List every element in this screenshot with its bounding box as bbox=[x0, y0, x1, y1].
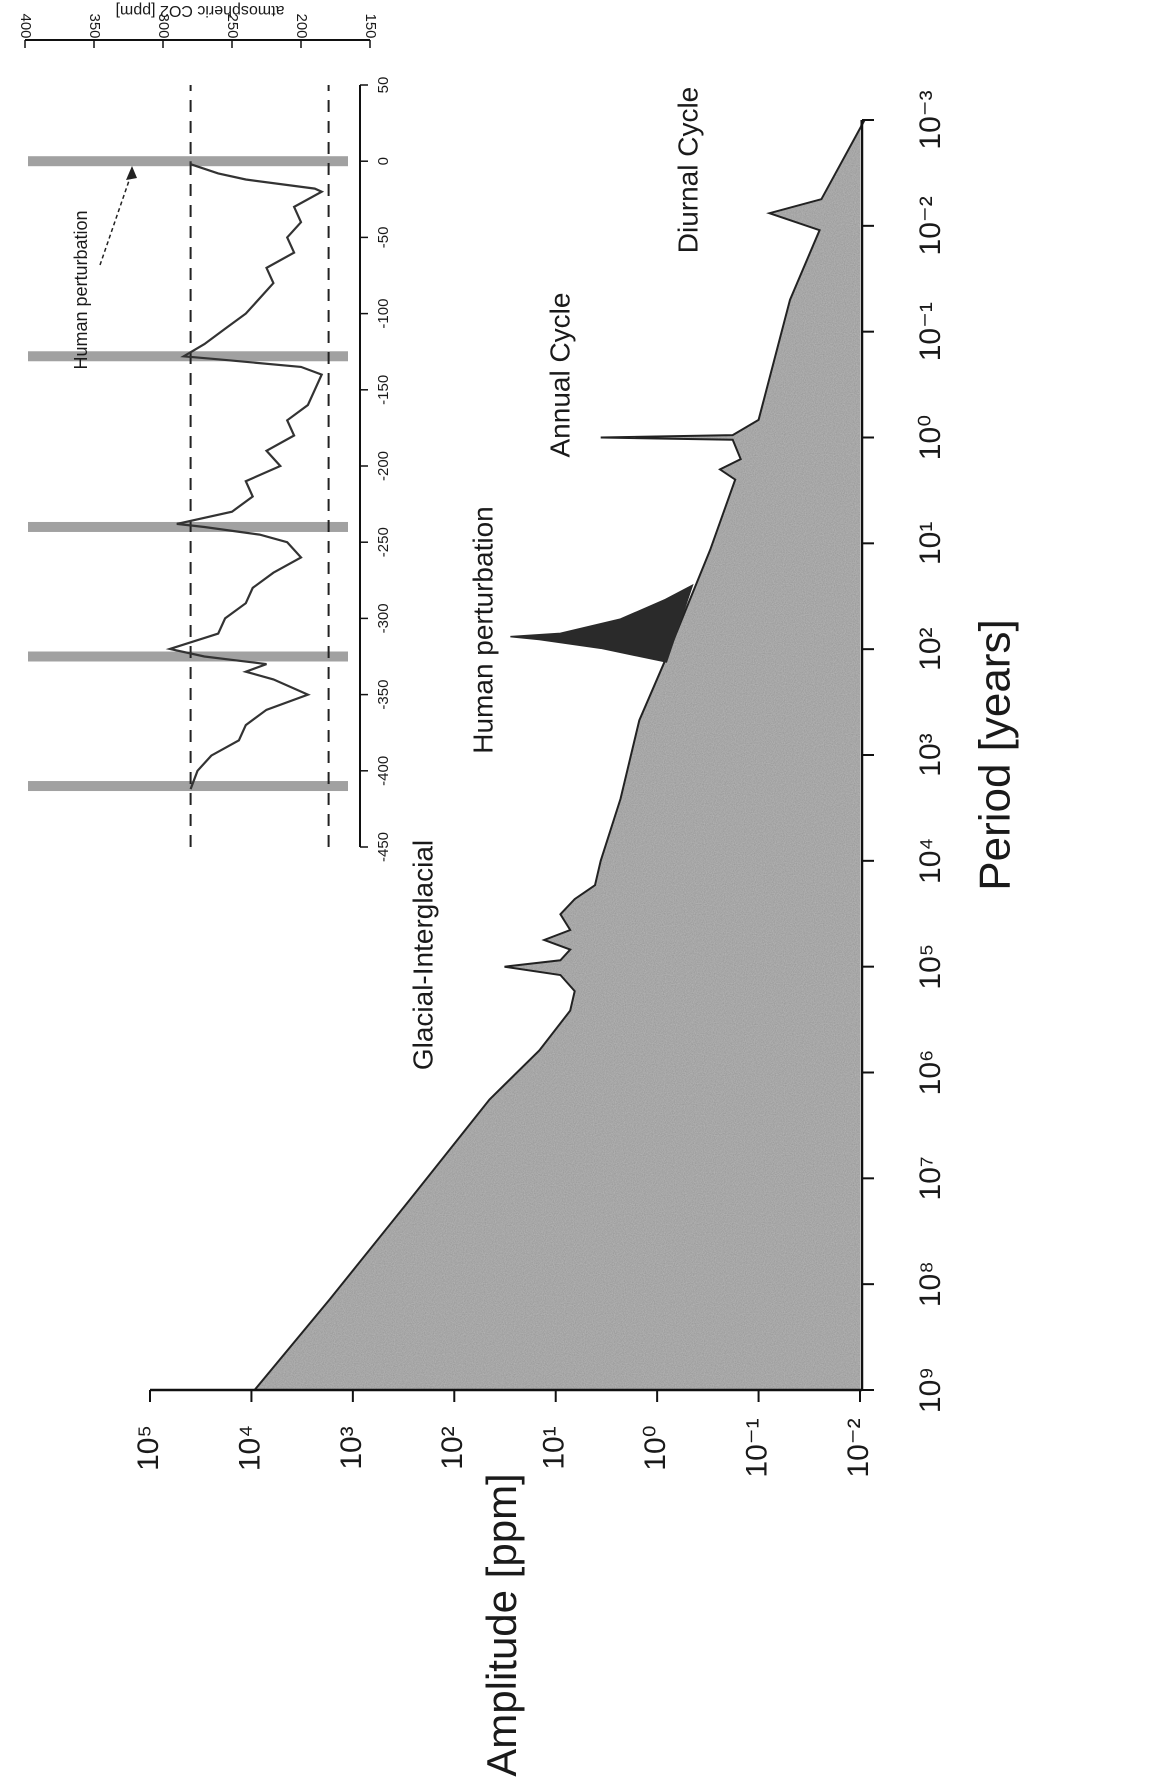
interglacial-band bbox=[28, 521, 348, 532]
inset-y-tick-label: 200 bbox=[293, 13, 310, 38]
inset-x-tick-label: -100 bbox=[375, 299, 392, 329]
inset-y-tick-label: 350 bbox=[86, 13, 103, 38]
x-tick-label: 10⁹ bbox=[914, 1367, 947, 1413]
x-tick-label: 10⁻³ bbox=[914, 90, 947, 149]
x-axis-label: Period [years] bbox=[971, 619, 1020, 890]
inset-y-tick-label: 150 bbox=[362, 13, 379, 38]
inset-y-tick-label: 400 bbox=[17, 13, 34, 38]
x-tick-label: 10⁻¹ bbox=[914, 302, 947, 361]
y-tick-label: 10⁻² bbox=[842, 1418, 875, 1477]
x-tick-label: 10⁻² bbox=[914, 196, 947, 255]
interglacial-band bbox=[28, 781, 348, 792]
x-tick-label: 10⁶ bbox=[914, 1050, 947, 1096]
inset-y-axis-label: atmospheric CO2 [ppm] bbox=[116, 2, 285, 19]
y-tick-label: 10⁻¹ bbox=[740, 1418, 773, 1477]
x-tick-label: 10⁴ bbox=[914, 838, 947, 884]
annotation: Diurnal Cycle bbox=[672, 87, 703, 254]
y-tick-label: 10⁵ bbox=[132, 1425, 165, 1471]
inset-x-tick-label: -150 bbox=[375, 375, 392, 405]
x-tick-label: 10³ bbox=[914, 733, 947, 776]
annotation-arrowhead bbox=[126, 166, 137, 180]
x-tick-label: 10¹ bbox=[914, 522, 947, 565]
inset-x-tick-label: -200 bbox=[375, 451, 392, 481]
annotation: Human perturbation bbox=[467, 506, 498, 753]
inset-x-tick-label: -450 bbox=[375, 832, 392, 862]
interglacial-band bbox=[28, 651, 348, 662]
inset-y-tick-label: 300 bbox=[155, 13, 172, 38]
inset-x-tick-label: -350 bbox=[375, 680, 392, 710]
inset-x-tick-label: 0 bbox=[375, 157, 392, 165]
x-tick-label: 10⁷ bbox=[914, 1156, 947, 1200]
interglacial-band bbox=[28, 156, 348, 167]
inset-y-tick-label: 250 bbox=[224, 13, 241, 38]
y-tick-label: 10⁰ bbox=[639, 1425, 672, 1470]
x-tick-label: 10⁵ bbox=[914, 944, 947, 990]
x-tick-label: 10² bbox=[914, 627, 947, 670]
y-tick-label: 10² bbox=[436, 1426, 469, 1469]
x-tick-label: 10⁸ bbox=[914, 1261, 947, 1307]
y-tick-label: 10⁴ bbox=[233, 1425, 266, 1471]
inset-x-tick-label: -250 bbox=[375, 527, 392, 557]
inset-x-tick-label: -50 bbox=[375, 227, 392, 249]
perturbation-peak bbox=[510, 583, 694, 663]
spectrum-grain bbox=[254, 120, 865, 1390]
inset-annotation: Human perturbation bbox=[71, 210, 91, 369]
inset-x-tick-label: -400 bbox=[375, 756, 392, 786]
inset-x-tick-label: -300 bbox=[375, 603, 392, 633]
annotation-arrow bbox=[99, 171, 133, 266]
y-axis-label: Amplitude [ppm] bbox=[478, 1473, 525, 1776]
annotation: Annual Cycle bbox=[544, 293, 575, 458]
co2-line bbox=[165, 161, 325, 790]
inset-x-tick-label: 50 bbox=[375, 77, 392, 94]
y-tick-label: 10³ bbox=[335, 1426, 368, 1469]
x-tick-label: 10⁰ bbox=[914, 415, 947, 460]
spectrum-line bbox=[253, 119, 866, 1391]
annotation: Glacial-Interglacial bbox=[407, 840, 438, 1070]
y-tick-label: 10¹ bbox=[538, 1426, 571, 1469]
